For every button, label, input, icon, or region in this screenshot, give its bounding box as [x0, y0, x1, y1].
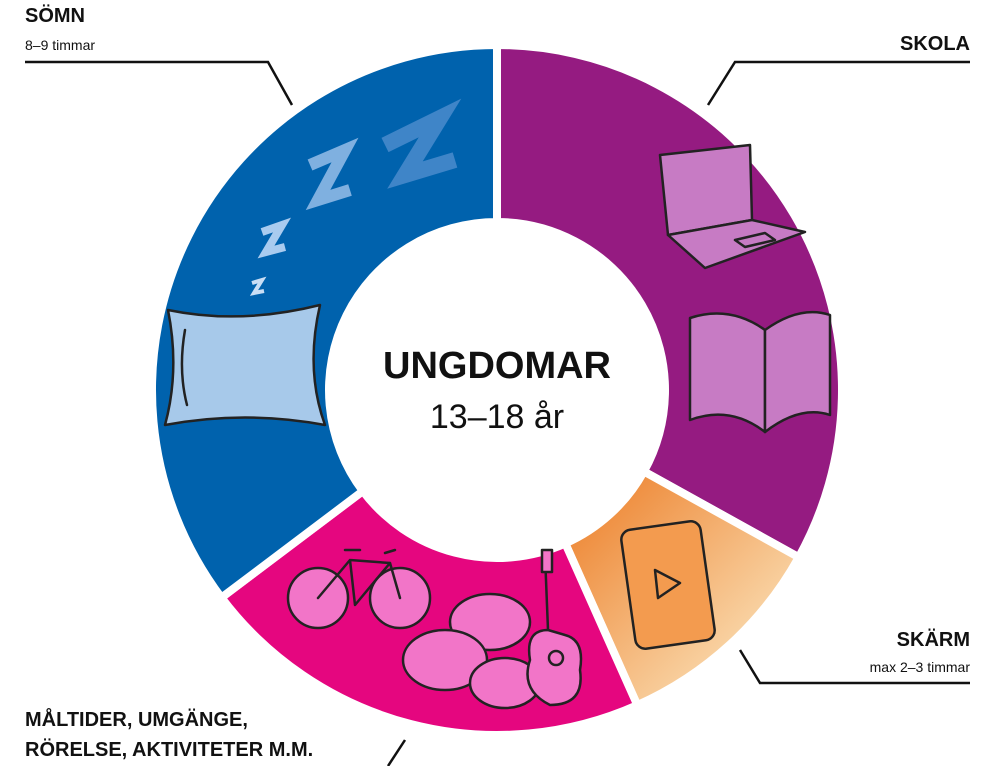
phone-icon: [620, 520, 716, 650]
segment-note: 8–9 timmar: [25, 37, 95, 53]
school-segment: [497, 45, 842, 557]
leader-line: [388, 740, 405, 766]
segment-label: SKÄRM: [897, 628, 970, 651]
infographic: UNGDOMAR 13–18 år SÖMN 8–9 timmar SKOLA …: [0, 0, 995, 766]
center-subtitle: 13–18 år: [430, 398, 564, 436]
segment-label: RÖRELSE, AKTIVITETER M.M.: [25, 738, 313, 761]
segment-label: SÖMN: [25, 4, 85, 27]
segment-note: max 2–3 timmar: [870, 659, 971, 675]
leader-line: [708, 62, 970, 105]
segment-label: SKOLA: [900, 33, 970, 55]
leader-line: [25, 62, 292, 105]
center-title: UNGDOMAR: [383, 345, 611, 387]
segment-label: MÅLTIDER, UMGÄNGE,: [25, 707, 248, 731]
